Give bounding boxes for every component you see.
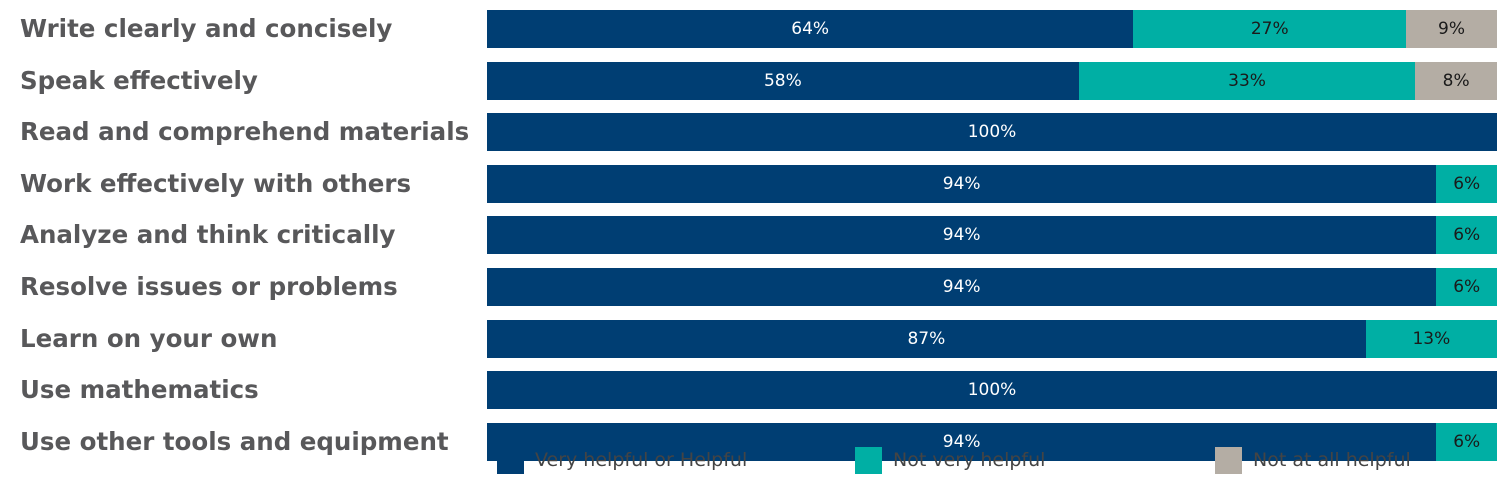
bar-row: 64% 27% 9% — [487, 10, 1497, 48]
bar-row: 58% 33% 8% — [487, 61, 1497, 100]
bar-segment-very-helpful: 100% — [487, 371, 1497, 410]
legend-item-very-helpful: Very helpful or Helpful — [497, 446, 747, 474]
bar-segment-not-at-all-helpful: 9% — [1406, 10, 1497, 48]
category-label: Analyze and think critically — [20, 220, 396, 250]
bar-segment-not-very-helpful: 27% — [1133, 10, 1407, 48]
bar-segment-very-helpful: 94% — [487, 164, 1437, 203]
bar-row: 94% 6% — [487, 268, 1497, 306]
category-label: Work effectively with others — [20, 168, 412, 198]
legend-label-very-helpful: Very helpful or Helpful — [535, 449, 748, 471]
bar-segment-very-helpful: 94% — [487, 216, 1437, 255]
data-label: 6% — [1453, 431, 1481, 452]
legend-swatch-not-very-helpful — [855, 446, 882, 474]
data-label: 13% — [1412, 328, 1451, 349]
data-label: 100% — [967, 122, 1017, 143]
data-label: 9% — [1438, 19, 1466, 39]
legend-label-not-very-helpful: Not very helpful — [893, 449, 1046, 471]
bar-segment-not-very-helpful: 33% — [1078, 61, 1416, 100]
category-label: Write clearly and concisely — [20, 14, 393, 43]
bar-row: 94% 6% — [487, 422, 1497, 461]
bar-segment-not-very-helpful: 6% — [1436, 164, 1497, 203]
data-label: 6% — [1453, 277, 1481, 297]
bar-segment-not-very-helpful: 13% — [1365, 319, 1497, 358]
data-label: 94% — [942, 173, 981, 194]
bar-row: 100% — [487, 371, 1497, 410]
bar-row: 94% 6% — [487, 216, 1497, 255]
category-label: Speak effectively — [20, 65, 258, 95]
category-label: Use mathematics — [20, 375, 259, 405]
bar-row: 94% 6% — [487, 164, 1497, 203]
data-label: 8% — [1442, 70, 1470, 91]
bar-segment-not-very-helpful: 6% — [1436, 268, 1497, 306]
bar-segment-not-at-all-helpful: 8% — [1415, 61, 1497, 100]
data-label: 33% — [1228, 70, 1266, 91]
data-label: 94% — [942, 277, 981, 297]
bar-segment-very-helpful: 64% — [487, 10, 1134, 48]
data-label: 6% — [1453, 225, 1481, 246]
bar-row: 100% — [487, 113, 1497, 152]
legend-item-not-at-all-helpful: Not at all helpful — [1215, 446, 1411, 474]
bar-segment-very-helpful: 87% — [487, 319, 1366, 358]
bar-segment-very-helpful: 94% — [487, 268, 1437, 306]
data-label: 6% — [1453, 173, 1481, 194]
legend-label-not-at-all-helpful: Not at all helpful — [1253, 449, 1411, 471]
bar-segment-very-helpful: 58% — [487, 61, 1079, 100]
category-label: Resolve issues or problems — [20, 272, 398, 301]
category-label: Learn on your own — [20, 323, 278, 353]
data-label: 27% — [1250, 19, 1289, 39]
category-label: Read and comprehend materials — [20, 117, 470, 147]
data-label: 58% — [763, 70, 802, 91]
category-label: Use other tools and equipment — [20, 426, 449, 456]
bar-segment-very-helpful: 94% — [487, 422, 1437, 461]
data-label: 100% — [967, 380, 1017, 401]
bar-segment-very-helpful: 100% — [487, 113, 1497, 152]
bar-segment-not-very-helpful: 6% — [1436, 422, 1497, 461]
data-label: 94% — [942, 225, 981, 246]
data-label: 64% — [791, 19, 830, 39]
data-label: 87% — [907, 328, 946, 349]
legend-swatch-not-at-all-helpful — [1215, 446, 1242, 474]
legend-item-not-very-helpful: Not very helpful — [855, 446, 1045, 474]
bar-segment-not-very-helpful: 6% — [1436, 216, 1497, 255]
legend-swatch-very-helpful — [497, 446, 524, 474]
data-label: 94% — [942, 431, 981, 452]
bar-row: 87% 13% — [487, 319, 1497, 358]
